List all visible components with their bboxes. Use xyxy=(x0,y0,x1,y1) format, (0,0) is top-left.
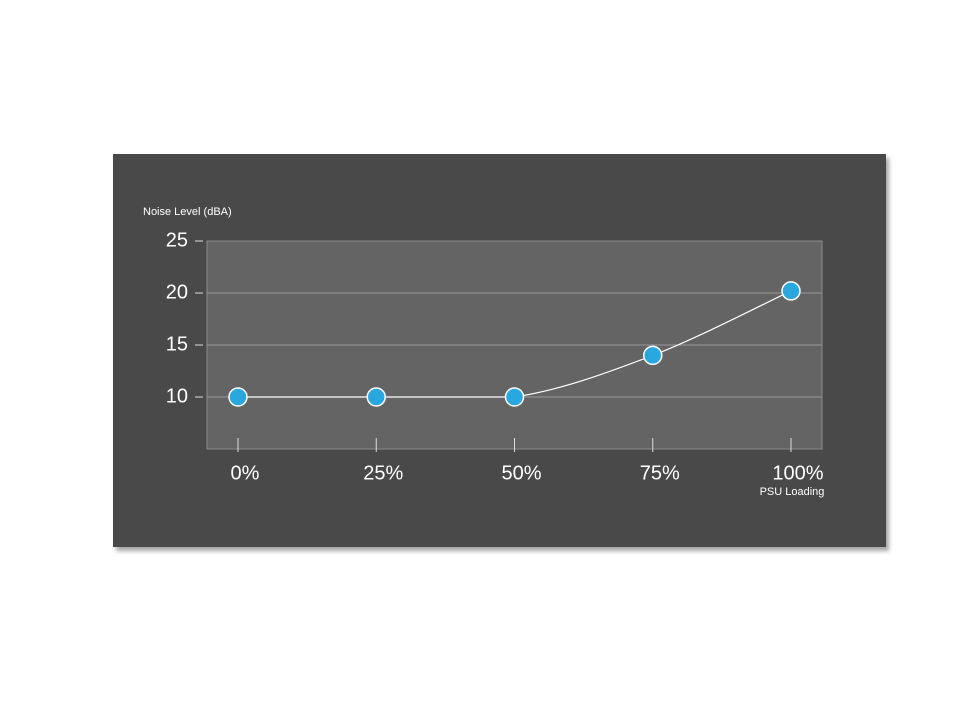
x-axis-label: PSU Loading xyxy=(760,486,825,498)
marker xyxy=(228,387,248,407)
y-tick-label: 20 xyxy=(166,281,188,303)
marker xyxy=(643,345,663,366)
x-tick-label: 0% xyxy=(231,462,260,484)
x-tick-label: 50% xyxy=(501,462,541,484)
y-tick-label: 15 xyxy=(166,333,188,355)
y-tick-label: 25 xyxy=(166,229,188,251)
x-tick-label: 75% xyxy=(640,462,680,484)
x-tick-label: 100% xyxy=(772,462,823,484)
marker xyxy=(366,387,386,407)
marker xyxy=(504,387,525,407)
marker xyxy=(781,281,801,301)
y-axis-label: Noise Level (dBA) xyxy=(143,206,232,218)
y-tick-label: 10 xyxy=(166,385,188,407)
x-tick-label: 25% xyxy=(363,462,403,484)
